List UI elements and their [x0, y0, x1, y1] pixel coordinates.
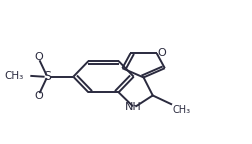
Text: CH₃: CH₃: [172, 105, 191, 115]
Text: NH: NH: [125, 102, 141, 112]
Text: O: O: [35, 91, 44, 101]
Text: S: S: [43, 70, 51, 83]
Text: O: O: [157, 48, 166, 58]
Text: CH₃: CH₃: [4, 71, 23, 81]
Text: O: O: [35, 52, 44, 62]
